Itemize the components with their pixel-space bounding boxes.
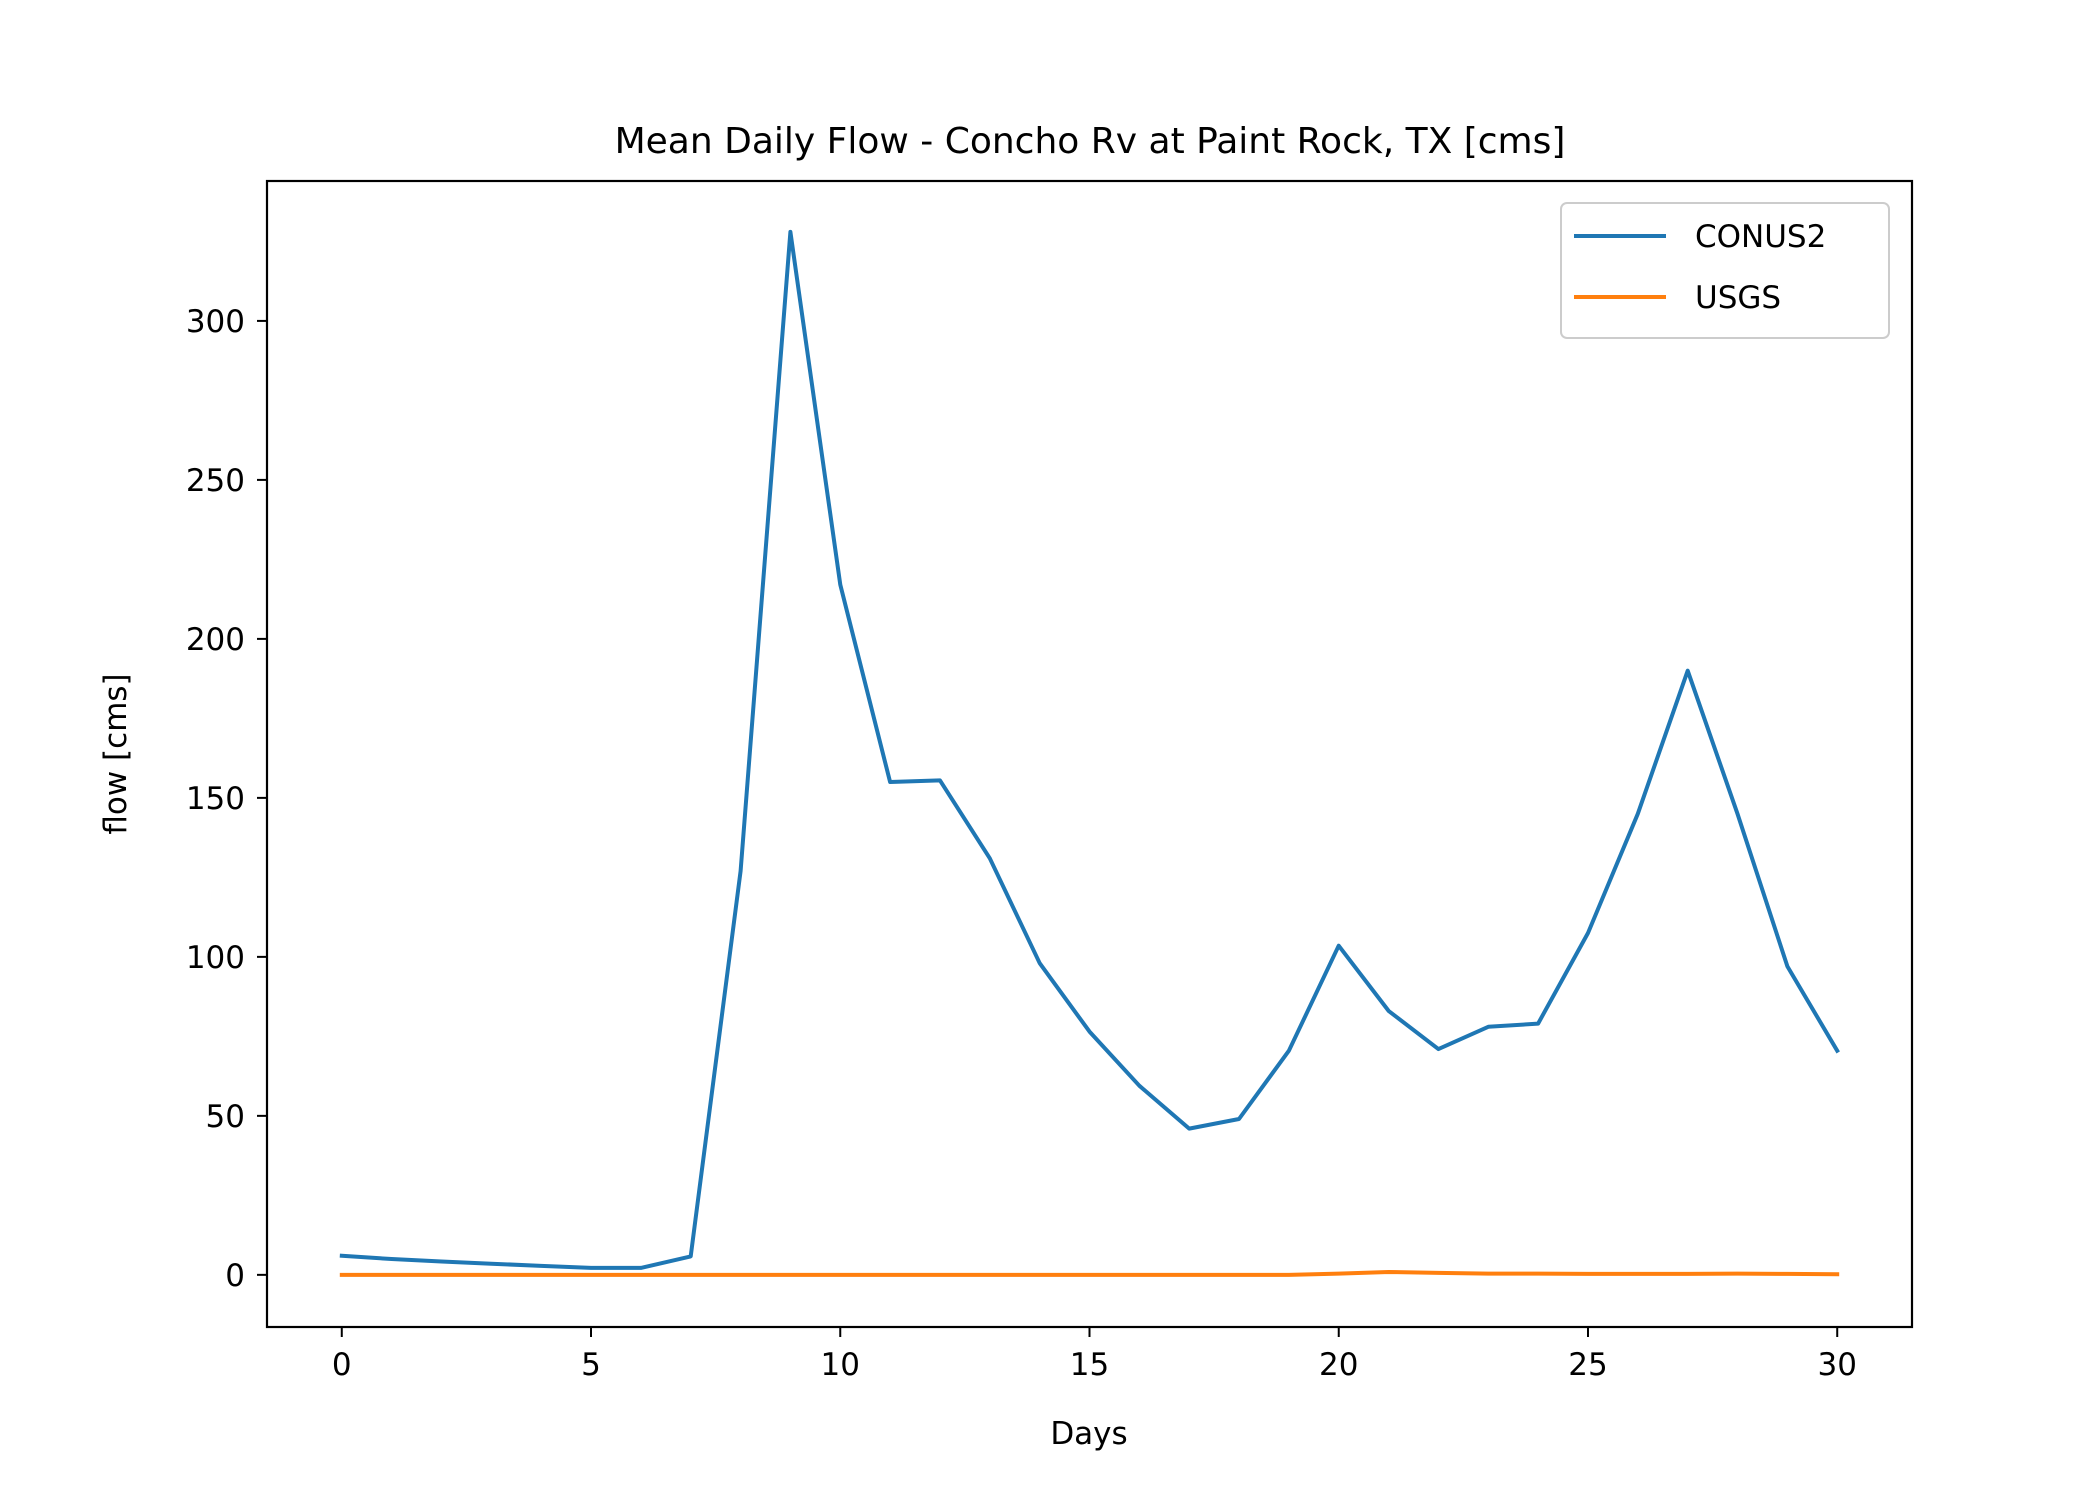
y-tick-label: 150 [186, 781, 245, 817]
y-tick-label: 0 [225, 1258, 245, 1294]
x-axis-label: Days [1050, 1416, 1127, 1452]
legend: CONUS2 USGS [1560, 202, 1890, 339]
x-tick-label: 5 [581, 1347, 601, 1383]
series-line-usgs [339, 1270, 1840, 1277]
x-tick-label: 30 [1818, 1347, 1857, 1383]
y-axis-label: flow [cms] [98, 673, 134, 834]
y-tick-label: 50 [206, 1099, 245, 1135]
series-layer [339, 229, 1840, 1277]
y-tick-label: 300 [186, 304, 245, 340]
x-tick-label: 15 [1070, 1347, 1109, 1383]
chart-title: Mean Daily Flow - Concho Rv at Paint Roc… [615, 121, 1566, 162]
x-tick-label: 10 [821, 1347, 860, 1383]
x-tick-label: 25 [1568, 1347, 1607, 1383]
legend-label-usgs: USGS [1695, 280, 1781, 316]
y-tick-label: 100 [186, 940, 245, 976]
legend-label-conus2: CONUS2 [1695, 219, 1826, 255]
y-tick-label: 250 [186, 463, 245, 499]
plot-frame [265, 179, 1914, 1329]
series-line-conus2 [339, 229, 1840, 1270]
x-tick-label: 20 [1319, 1347, 1358, 1383]
x-tick-label: 0 [332, 1347, 352, 1383]
y-tick-label: 200 [186, 622, 245, 658]
